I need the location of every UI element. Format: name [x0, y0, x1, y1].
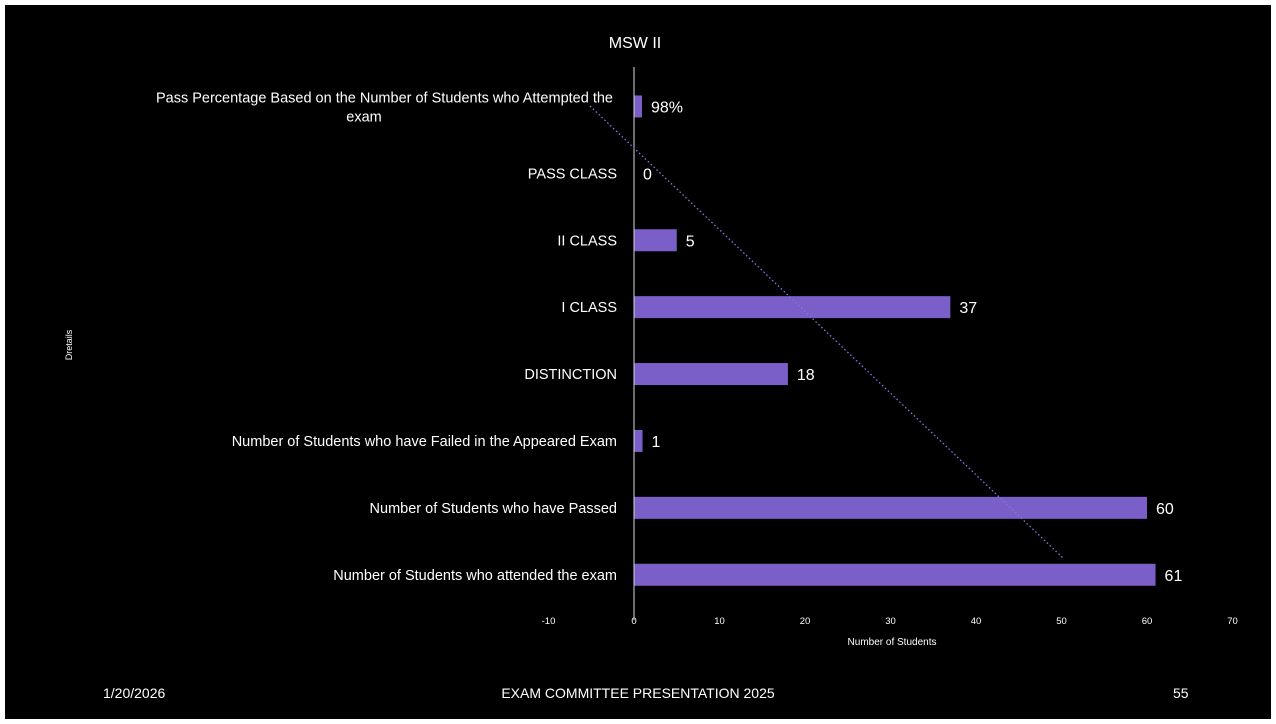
x-tick-label: 30: [885, 616, 896, 627]
x-tick-label: 40: [971, 616, 982, 627]
x-tick-label: 0: [631, 616, 636, 627]
category-label: II CLASS: [557, 233, 617, 249]
data-label: 60: [1156, 501, 1174, 518]
bar: [634, 429, 643, 452]
data-label: 37: [959, 300, 977, 317]
y-axis-title: Dretails: [64, 329, 74, 360]
category-label: DISTINCTION: [524, 367, 617, 383]
bar: [634, 95, 642, 118]
footer-title: EXAM COMMITTEE PRESENTATION 2025: [501, 685, 775, 701]
x-axis-title: Number of Students: [848, 637, 937, 648]
x-tick-label: -10: [542, 616, 556, 627]
footer-date: 1/20/2026: [103, 685, 166, 701]
x-tick-label: 20: [800, 616, 811, 627]
x-tick-label: 10: [714, 616, 725, 627]
data-label: 98%: [651, 99, 683, 116]
x-tick-label: 70: [1227, 616, 1238, 627]
bar: [634, 363, 788, 386]
footer-page-number: 55: [1173, 685, 1189, 701]
trendline: [589, 105, 1064, 559]
bar: [634, 496, 1147, 519]
category-label: Number of Students who attended the exam: [333, 568, 617, 584]
category-label: Number of Students who have Failed in th…: [232, 434, 617, 450]
bar: [634, 563, 1156, 586]
bar: [634, 229, 677, 252]
data-label: 0: [643, 166, 652, 183]
data-label: 61: [1165, 568, 1183, 585]
category-label: I CLASS: [561, 300, 617, 316]
category-label: Pass Percentage Based on the Number of S…: [156, 90, 613, 125]
category-label: Number of Students who have Passed: [370, 501, 617, 517]
x-tick-label: 50: [1056, 616, 1067, 627]
bar: [634, 296, 951, 319]
data-label: 5: [686, 233, 695, 250]
chart-title: MSW II: [609, 35, 661, 52]
data-label: 18: [797, 367, 815, 384]
x-tick-label: 60: [1142, 616, 1153, 627]
slide: MSW II Dretails Number of Students Pass …: [5, 5, 1271, 719]
category-label: PASS CLASS: [528, 166, 617, 182]
bar-chart: MSW II Dretails Number of Students Pass …: [64, 35, 1238, 648]
data-label: 1: [652, 434, 661, 451]
